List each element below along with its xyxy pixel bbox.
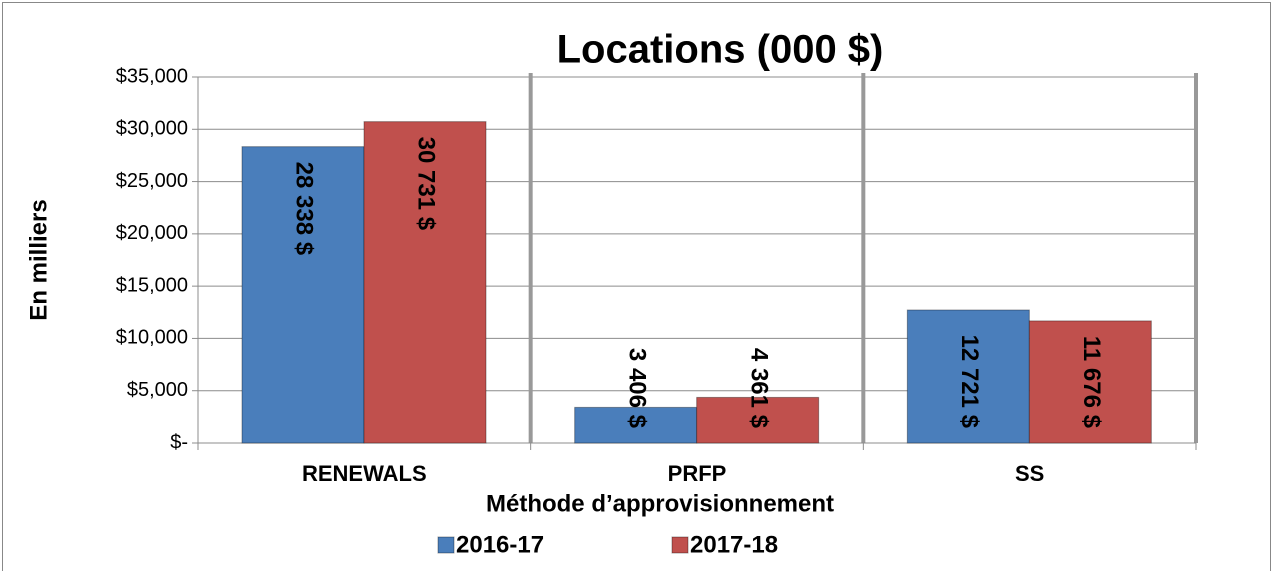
x-tick-label: RENEWALS (302, 461, 427, 486)
bar (906, 309, 1030, 444)
data-label: 12 721 $ (956, 335, 983, 429)
bar (1028, 320, 1152, 444)
data-label: 4 361 $ (745, 348, 772, 429)
y-tick-label: $35,000 (116, 65, 188, 87)
legend-swatch (671, 536, 689, 554)
y-tick-label: $15,000 (116, 274, 188, 296)
data-label: 28 338 $ (291, 162, 318, 256)
y-tick-label: $20,000 (116, 222, 188, 244)
data-label: 30 731 $ (413, 137, 440, 231)
y-axis-title: En milliers (25, 199, 52, 320)
chart-title: Locations (000 $) (557, 28, 884, 72)
bar (241, 146, 365, 444)
data-label: 3 406 $ (623, 348, 650, 429)
y-tick-label: $10,000 (116, 327, 188, 349)
y-tick-label: $25,000 (116, 170, 188, 192)
x-tick-label: SS (1015, 461, 1044, 486)
y-tick-label: $- (170, 431, 188, 453)
legend-swatch (437, 536, 455, 554)
y-tick-label: $5,000 (127, 379, 188, 401)
data-label: 11 676 $ (1078, 336, 1105, 429)
bar (696, 396, 820, 444)
y-tick-label: $30,000 (116, 118, 188, 140)
bar (574, 406, 698, 444)
bar (363, 121, 487, 444)
legend-label: 2017-18 (690, 531, 778, 558)
x-axis-title: Méthode d’approvisionnement (486, 490, 834, 517)
x-tick-label: PRFP (668, 461, 727, 486)
legend-label: 2016-17 (456, 531, 544, 558)
